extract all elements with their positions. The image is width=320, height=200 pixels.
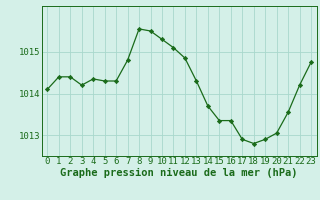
X-axis label: Graphe pression niveau de la mer (hPa): Graphe pression niveau de la mer (hPa): [60, 168, 298, 178]
